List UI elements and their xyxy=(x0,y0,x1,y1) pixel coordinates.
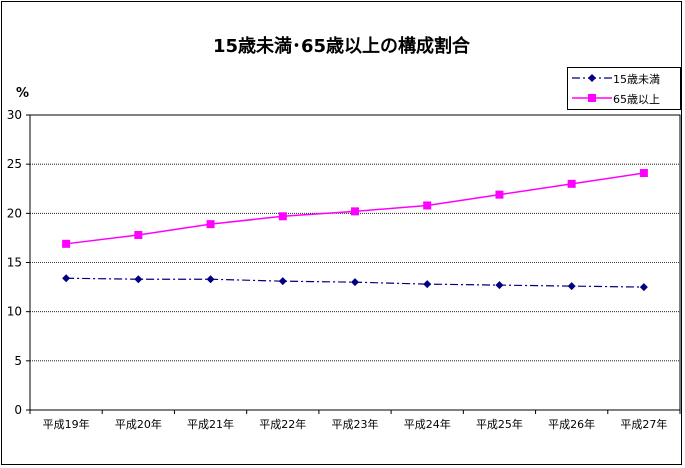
data-point-series-2 xyxy=(206,220,215,229)
y-tick-label: 0 xyxy=(14,403,22,417)
y-tick-label: 10 xyxy=(7,305,22,319)
data-point-series-1 xyxy=(351,278,359,287)
data-point-series-1 xyxy=(206,275,215,284)
legend-marker-square-icon xyxy=(572,94,612,102)
legend: 15歳未満 65歳以上 xyxy=(567,67,681,110)
data-point-series-1 xyxy=(62,274,71,283)
data-point-series-2 xyxy=(278,212,287,221)
y-tick-label: 5 xyxy=(14,354,22,368)
legend-item-series-2: 65歳以上 xyxy=(568,88,680,108)
x-tick-label: 平成26年 xyxy=(548,417,595,431)
legend-label-series-2: 65歳以上 xyxy=(613,93,660,106)
x-tick-label: 平成22年 xyxy=(259,417,306,431)
data-point-series-1 xyxy=(278,277,287,286)
chart-title: 15歳未満･65歳以上の構成割合 xyxy=(212,36,471,57)
data-point-series-1 xyxy=(134,275,143,284)
data-point-series-2 xyxy=(134,230,143,239)
y-tick-label: 20 xyxy=(7,206,22,220)
y-axis-unit-label: % xyxy=(16,86,30,101)
data-point-series-2 xyxy=(351,207,359,216)
legend-label-series-1: 15歳未満 xyxy=(613,73,660,86)
x-tick-label: 平成23年 xyxy=(332,417,379,431)
data-point-series-1 xyxy=(495,281,504,290)
y-tick-label: 30 xyxy=(7,108,22,122)
data-point-series-2 xyxy=(639,169,648,178)
x-tick-label: 平成20年 xyxy=(115,417,162,431)
legend-marker-diamond-icon xyxy=(572,74,612,82)
x-tick-label: 平成25年 xyxy=(476,417,523,431)
data-point-series-2 xyxy=(495,190,504,199)
data-point-series-2 xyxy=(62,239,71,248)
x-tick-label: 平成24年 xyxy=(404,417,451,431)
data-point-series-2 xyxy=(567,179,576,188)
data-point-series-1 xyxy=(567,282,576,291)
x-tick-label: 平成19年 xyxy=(43,417,90,431)
data-point-series-1 xyxy=(639,283,648,292)
y-tick-label: 25 xyxy=(7,157,22,171)
legend-item-series-1: 15歳未満 xyxy=(568,68,680,88)
x-tick-label: 平成27年 xyxy=(620,417,667,431)
x-tick-label: 平成21年 xyxy=(187,417,234,431)
data-point-series-1 xyxy=(423,280,432,289)
data-point-series-2 xyxy=(423,201,432,210)
y-tick-label: 15 xyxy=(7,256,22,270)
